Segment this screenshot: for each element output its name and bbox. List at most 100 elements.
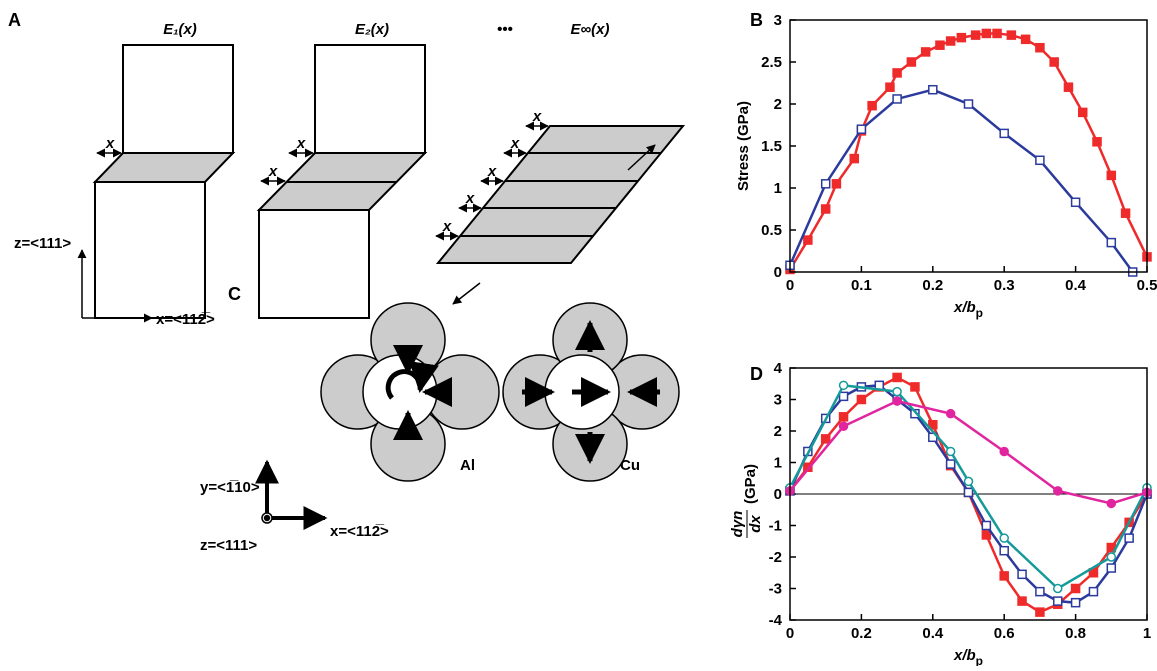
marker — [1017, 569, 1027, 580]
energy-label: ••• — [497, 21, 513, 38]
marker — [838, 380, 849, 391]
marker — [1106, 170, 1117, 181]
panel-label: B — [750, 10, 763, 30]
y-tick-label: 1.5 — [761, 138, 782, 155]
marker — [1106, 498, 1117, 509]
metal-label: Cu — [620, 457, 640, 474]
x-tick-label: 1 — [1143, 625, 1151, 642]
panel-label: D — [750, 364, 763, 384]
marker — [1053, 486, 1063, 496]
marker — [892, 94, 902, 104]
shift-label: x — [532, 108, 542, 125]
x-axis-label: x/bp — [953, 299, 983, 320]
metal-label: Al — [460, 457, 475, 474]
axis-label: x=<112̅> — [330, 523, 389, 540]
marker — [963, 487, 974, 498]
y-axis-label: Stress (GPa) — [735, 101, 752, 191]
x-tick-label: 0 — [786, 277, 794, 294]
marker — [1092, 137, 1102, 147]
y-tick-label: 4 — [774, 360, 783, 377]
x-tick-label: 0 — [786, 625, 794, 642]
x-axis-label-sub: p — [976, 306, 983, 320]
marker — [906, 57, 917, 67]
y-tick-label: 2 — [774, 423, 782, 440]
marker — [1106, 237, 1117, 248]
x-axis-label-sub: p — [976, 654, 983, 666]
y-tick-label: -2 — [769, 549, 782, 566]
y-axis-label: dγn dx (GPa) — [729, 464, 764, 538]
x-axis-label-main: x/b — [953, 299, 976, 316]
marker — [820, 434, 831, 444]
marker — [945, 408, 956, 419]
marker — [945, 446, 956, 457]
marker — [928, 84, 938, 95]
marker — [999, 446, 1009, 457]
y-label-numerator: dγn — [729, 511, 746, 538]
axis-label: x=<112̅> — [156, 311, 215, 328]
y-tick-label: 3 — [774, 392, 782, 409]
marker — [1020, 34, 1031, 45]
y-tick-label: 0 — [774, 264, 782, 281]
marker — [1049, 57, 1059, 67]
diagram-a — [77, 44, 686, 323]
plot-frame — [789, 367, 1148, 621]
marker — [820, 204, 831, 214]
marker — [1070, 597, 1081, 608]
energy-label: E₁(x) — [163, 21, 197, 38]
marker — [892, 68, 902, 78]
marker — [838, 421, 849, 432]
x-tick-label: 0.4 — [1065, 277, 1087, 294]
marker — [1035, 155, 1045, 166]
shift-label: x — [442, 218, 452, 235]
shift-label: x — [465, 190, 475, 207]
marker — [999, 545, 1009, 556]
y-tick-label: 1 — [774, 455, 782, 472]
marker — [1070, 197, 1081, 208]
marker — [928, 419, 938, 430]
marker — [867, 100, 877, 111]
shift-label: x — [268, 163, 278, 180]
marker — [920, 47, 931, 57]
marker — [1035, 586, 1045, 597]
marker — [1053, 583, 1063, 594]
marker — [803, 235, 813, 245]
y-label-unit: (GPa) — [742, 464, 759, 504]
panel-label: C — [228, 284, 241, 304]
marker — [838, 391, 849, 402]
x-tick-label: 0.6 — [994, 625, 1015, 642]
y-tick-label: 0.5 — [761, 222, 782, 239]
marker — [970, 30, 981, 40]
marker — [1077, 107, 1088, 118]
energy-label: E∞(x) — [570, 21, 609, 38]
series-line — [789, 399, 1148, 505]
x-tick-label: 0.2 — [851, 625, 872, 642]
marker — [999, 571, 1009, 581]
marker — [1120, 208, 1131, 218]
marker — [885, 82, 895, 92]
energy-label: E₂(x) — [355, 21, 389, 38]
axis-label: y=<1̅10> — [200, 479, 260, 496]
marker — [981, 520, 992, 531]
marker — [820, 179, 831, 189]
x-axis-label: x/bp — [953, 647, 983, 666]
marker — [956, 32, 967, 43]
x-tick-label: 0.8 — [1065, 625, 1086, 642]
x-tick-label: 0.5 — [1137, 277, 1157, 294]
y-tick-label: 2 — [774, 96, 782, 113]
x-tick-label: 0.2 — [922, 277, 943, 294]
marker — [1017, 596, 1027, 606]
marker — [838, 412, 849, 422]
y-tick-label: 0 — [774, 486, 782, 503]
marker — [945, 459, 956, 469]
marker — [1053, 596, 1063, 606]
y-tick-label: -4 — [769, 612, 783, 629]
marker — [981, 28, 992, 39]
marker — [1070, 583, 1081, 594]
marker — [981, 530, 992, 540]
shift-label: x — [296, 135, 306, 152]
axis-label: z=<111> — [200, 537, 257, 554]
marker — [1106, 552, 1117, 562]
shift-label: x — [510, 135, 520, 152]
marker — [1124, 533, 1134, 543]
